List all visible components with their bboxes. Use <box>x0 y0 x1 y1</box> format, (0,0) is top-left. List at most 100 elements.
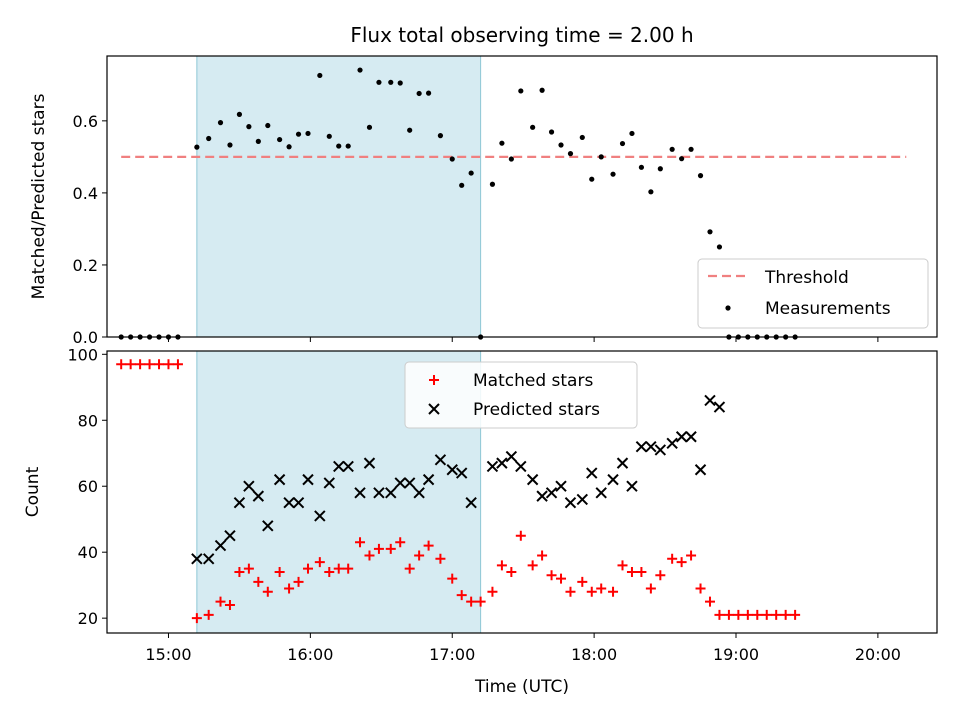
predicted-star-point <box>654 444 667 456</box>
measurement-point <box>388 79 394 85</box>
predicted-star-point <box>434 454 447 466</box>
x-tick-label: 16:00 <box>287 645 333 664</box>
predicted-star-point <box>292 497 305 509</box>
matched-star-point <box>154 359 165 370</box>
predicted-star-point <box>333 460 345 473</box>
matched-star-point <box>385 543 396 554</box>
matched-star-point <box>586 586 597 597</box>
measurement-point <box>669 146 675 152</box>
predicted-star-point <box>354 487 366 499</box>
x-tick-label: 20:00 <box>855 645 901 664</box>
legend-box <box>404 361 638 429</box>
chart-title: Flux total observing time = 2.00 h <box>350 23 693 47</box>
measurement-point <box>449 156 455 162</box>
predicted-star-point <box>635 440 648 453</box>
measurement-point <box>579 134 585 141</box>
predicted-star-point <box>273 473 286 486</box>
legend-bottom: Matched stars Predicted stars <box>404 361 638 429</box>
predicted-star-point <box>526 473 539 486</box>
legend-threshold-label: Threshold <box>764 268 849 288</box>
x-tick-label: 19:00 <box>713 645 759 664</box>
matched-star-point <box>506 566 517 577</box>
matched-star-point <box>475 596 486 607</box>
matched-star-point <box>163 359 174 370</box>
measurement-point <box>265 122 271 129</box>
predicted-star-point <box>713 401 726 413</box>
matched-star-point <box>324 566 335 577</box>
predicted-star-point <box>465 497 477 509</box>
predicted-star-point <box>564 497 577 509</box>
measurement-point <box>246 124 252 130</box>
axes-frame <box>106 350 938 634</box>
legend-predicted-swatch <box>428 403 440 415</box>
predicted-star-point <box>385 487 397 499</box>
matched-star-point <box>125 359 136 370</box>
matched-star-point <box>761 609 772 620</box>
matched-star-point <box>447 573 458 584</box>
matched-star-point <box>556 573 567 584</box>
predicted-star-point <box>685 431 697 443</box>
measurement-point <box>539 87 545 93</box>
measurement-point <box>227 142 233 148</box>
predicted-star-point <box>645 440 657 453</box>
predicted-star-point <box>202 553 215 565</box>
matched-star-point <box>565 586 576 597</box>
measurement-point <box>286 144 292 150</box>
measurement-point <box>679 156 685 162</box>
legend-box <box>697 258 929 329</box>
matched-star-point <box>626 566 637 577</box>
predicted-star-point <box>214 539 227 552</box>
matched-star-point <box>617 560 628 571</box>
matched-star-point <box>466 596 477 607</box>
measurement-point <box>707 229 713 235</box>
matched-star-point <box>515 530 526 541</box>
matched-star-point <box>293 576 304 587</box>
axes-frame <box>106 55 938 338</box>
measurement-point <box>518 88 524 94</box>
predicted-star-point <box>252 490 265 502</box>
matched-star-point <box>695 583 706 594</box>
y-tick-label: 0.0 <box>73 328 98 347</box>
matched-star-point <box>373 543 384 554</box>
matched-star-point <box>253 576 264 587</box>
measurement-point <box>194 144 200 150</box>
measurement-point <box>336 143 342 149</box>
predicted-star-point <box>496 457 508 469</box>
y-tick-label: 60 <box>78 477 98 496</box>
matched-star-point <box>686 550 697 561</box>
measurement-point <box>425 90 432 96</box>
matched-star-point <box>667 553 678 564</box>
measurement-point <box>255 138 261 144</box>
predicted-star-point <box>595 487 607 499</box>
y-tick-label: 20 <box>78 609 98 628</box>
legend-top: Threshold Measurements <box>697 258 929 329</box>
matched-star-point <box>355 537 366 548</box>
measurement-point <box>366 124 373 130</box>
measurement-point <box>236 111 243 117</box>
measurement-point <box>548 129 555 135</box>
matched-star-point <box>456 590 467 601</box>
matched-star-point <box>790 609 801 620</box>
measurement-point <box>468 170 474 176</box>
matched-star-point <box>496 560 507 571</box>
predicted-star-point <box>233 497 246 509</box>
matched-star-point <box>116 359 127 370</box>
measurement-point <box>589 176 595 182</box>
matched-star-point <box>714 609 725 620</box>
matched-star-point <box>723 609 734 620</box>
matched-star-point <box>655 570 666 581</box>
predicted-star-point <box>555 480 567 492</box>
predicted-star-point <box>323 477 335 489</box>
measurement-point <box>345 143 351 149</box>
matched-star-point <box>577 576 588 587</box>
predicted-star-point <box>422 473 435 486</box>
y-tick-label: 80 <box>78 411 98 430</box>
measurement-point <box>716 244 723 250</box>
matched-star-point <box>172 359 183 370</box>
predicted-star-point <box>586 467 598 479</box>
matched-star-point <box>224 599 235 610</box>
matched-star-point <box>215 596 226 607</box>
legend-matched-label: Matched stars <box>473 371 593 391</box>
predicted-star-point <box>283 497 295 509</box>
